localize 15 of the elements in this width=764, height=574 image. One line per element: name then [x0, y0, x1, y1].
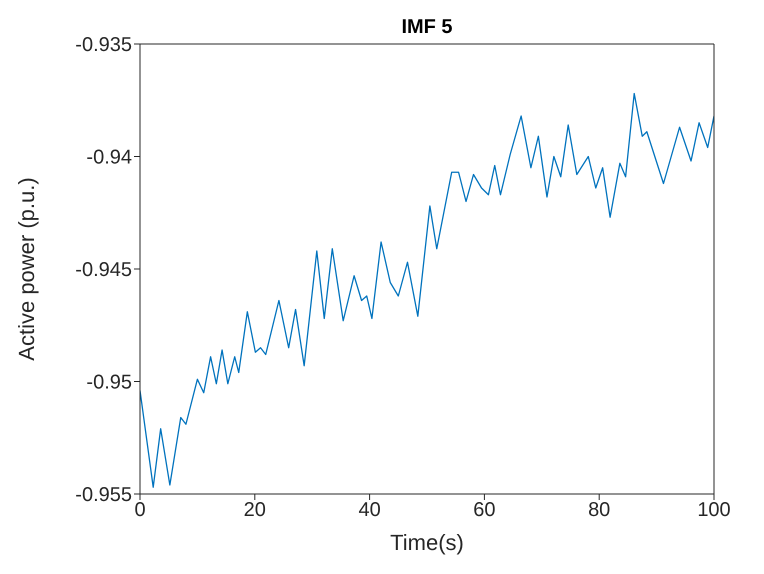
y-tick-label: -0.95	[86, 372, 132, 394]
x-tick-label: 0	[134, 499, 146, 522]
x-tick-label: 40	[358, 499, 381, 522]
x-tick-label: 20	[244, 499, 266, 522]
y-tick-label: -0.935	[75, 34, 132, 56]
x-tick-label: 60	[473, 499, 496, 522]
x-axis-title: Time(s)	[390, 530, 464, 555]
y-tick-label: -0.955	[75, 484, 132, 506]
y-tick-label: -0.945	[75, 259, 132, 282]
x-tick-label: 100	[697, 499, 731, 522]
y-axis-title: Active power (p.u.)	[14, 177, 39, 361]
x-tick-label: 80	[588, 499, 610, 522]
y-tick-label: -0.94	[86, 146, 132, 169]
line-series	[140, 92, 714, 488]
chart-title: IMF 5	[400, 16, 454, 39]
